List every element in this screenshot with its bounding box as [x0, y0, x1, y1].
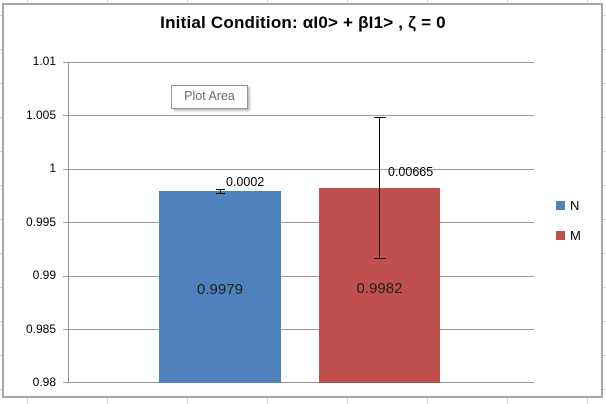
y-axis-tick-label: 0.98: [32, 375, 56, 389]
y-axis-tick-label: 1.005: [25, 108, 56, 122]
y-axis-tick-label: 0.985: [25, 322, 56, 336]
data-label-M: 0.9982: [356, 280, 403, 297]
error-bar-N: [216, 189, 225, 194]
error-value-label-M: 0.00665: [388, 165, 434, 179]
gridline: [63, 222, 534, 223]
legend-item-M[interactable]: M: [556, 229, 581, 242]
chart-title[interactable]: Initial Condition: αI0> + βI1> , ζ = 0: [160, 13, 446, 32]
plot-area-tooltip: Plot Area: [171, 85, 248, 109]
gridline: [63, 115, 534, 116]
chart-legend[interactable]: N M: [556, 199, 581, 259]
gridline: [63, 169, 534, 170]
legend-label: N: [570, 198, 580, 213]
y-axis-tick-label: 0.99: [32, 268, 56, 282]
legend-label: M: [570, 228, 581, 243]
y-axis-tick-label: 1: [49, 161, 56, 175]
legend-swatch-blue: [556, 201, 565, 210]
error-bar-M: [374, 117, 386, 260]
legend-item-N[interactable]: N: [556, 199, 581, 212]
legend-swatch-red: [556, 231, 565, 240]
data-label-N: 0.9979: [197, 281, 243, 298]
plot-area[interactable]: [63, 62, 534, 383]
gridline: [63, 62, 534, 63]
x-axis-line: [63, 382, 534, 383]
chart-area-background[interactable]: [2, 3, 603, 398]
y-axis-tick-label: 1.01: [32, 54, 56, 68]
error-value-label-N: 0.0002: [226, 175, 265, 189]
y-axis-tick-label: 0.995: [25, 215, 56, 229]
bar-series-N[interactable]: [159, 191, 281, 383]
gridline: [63, 329, 534, 330]
gridline: [63, 276, 534, 277]
